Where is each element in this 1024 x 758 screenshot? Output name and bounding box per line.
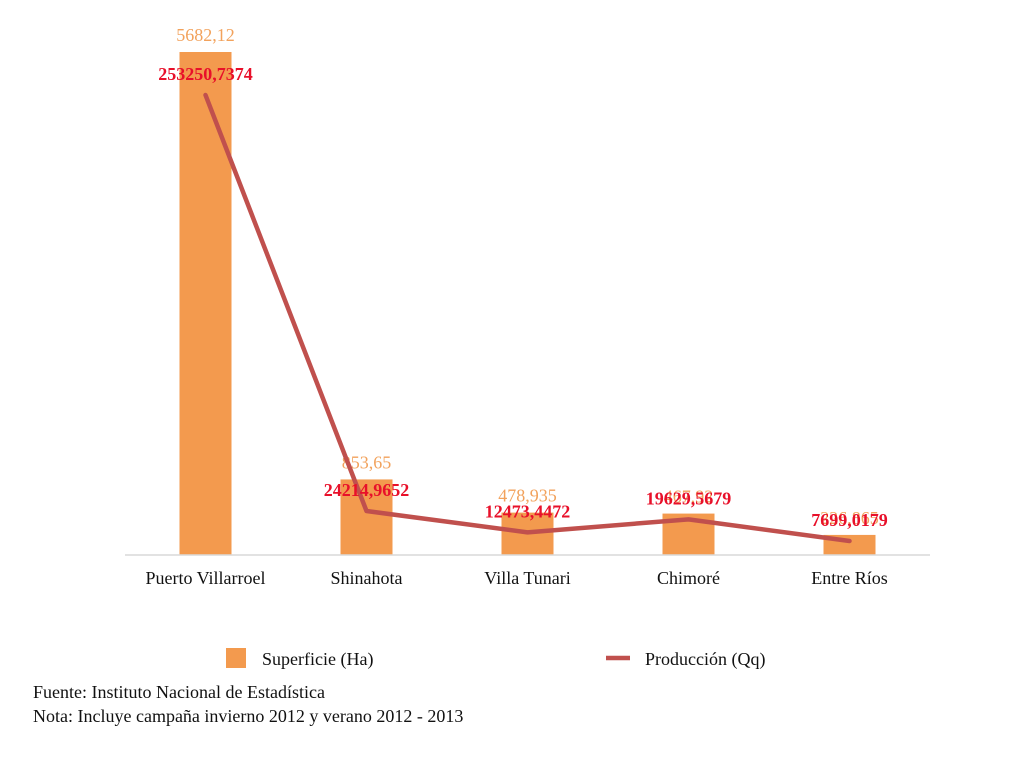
bar-1 xyxy=(340,479,393,555)
category-label: Entre Ríos xyxy=(811,568,888,588)
line-value-label: 19629,5679 xyxy=(646,488,732,508)
legend-bar-swatch xyxy=(226,648,246,668)
bar-value-label: 853,65 xyxy=(342,452,392,472)
source-note: Fuente: Instituto Nacional de Estadístic… xyxy=(33,682,325,702)
line-value-label: 12473,4472 xyxy=(485,501,571,521)
category-label: Villa Tunari xyxy=(484,568,570,588)
line-value-label: 24214,9652 xyxy=(324,480,410,500)
line-series xyxy=(203,92,852,544)
category-label: Shinahota xyxy=(331,568,403,588)
bar-value-label: 5682,12 xyxy=(176,25,235,45)
bar-value-labels-group: 5682,12 853,65 478,935 467,92 226,865 xyxy=(176,25,879,528)
line-value-label: 7699,0179 xyxy=(811,510,888,530)
bar-value-label: 478,935 xyxy=(498,486,557,506)
line-value-label: 253250,7374 xyxy=(158,64,253,84)
chart-notes: Fuente: Instituto Nacional de Estadístic… xyxy=(33,680,463,728)
legend-bar-label: Superficie (Ha) xyxy=(262,649,373,670)
category-label: Chimoré xyxy=(657,568,720,588)
bar-0 xyxy=(179,52,232,555)
bar-value-label: 467,92 xyxy=(664,487,714,507)
category-label: Puerto Villarroel xyxy=(145,568,265,588)
category-labels-group: Puerto Villarroel Shinahota Villa Tunari Ch… xyxy=(145,568,887,588)
footnote: Nota: Incluye campaña invierno 2012 y ve… xyxy=(33,706,464,726)
legend: Superficie (Ha) Producción (Qq) xyxy=(226,648,765,670)
line-value-labels-group: 253250,7374 24214,9652 12473,4472 19629,567… xyxy=(158,64,888,530)
bar-value-label: 226,865 xyxy=(820,508,879,528)
legend-line-label: Producción (Qq) xyxy=(645,649,765,670)
line-series-group xyxy=(203,92,852,544)
